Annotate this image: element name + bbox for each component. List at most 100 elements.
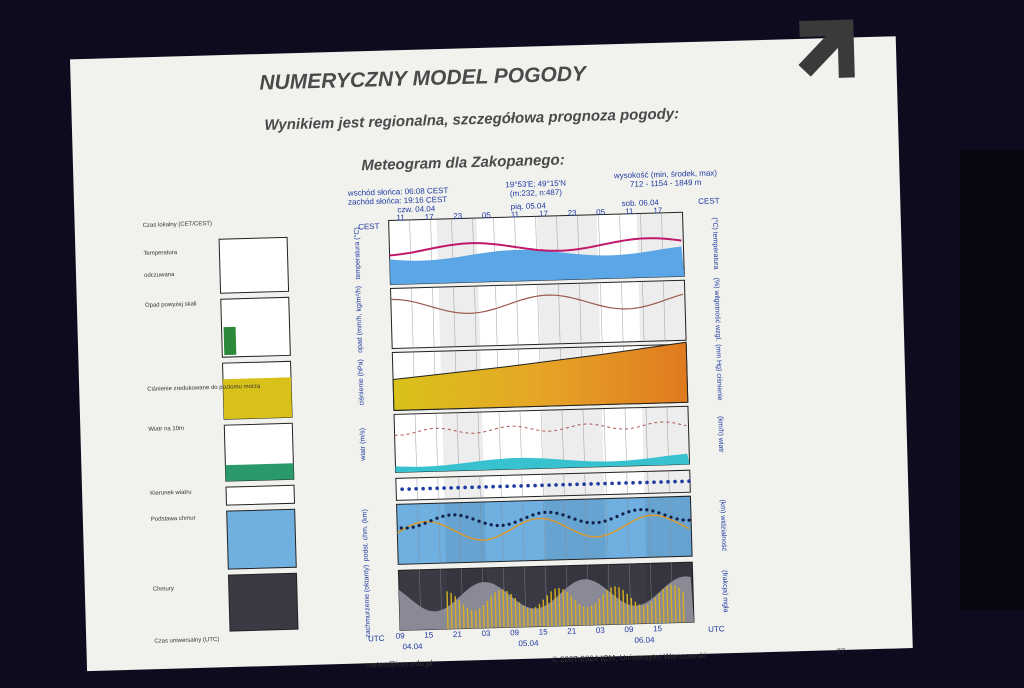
cloud-base (669, 515, 673, 519)
fog (470, 609, 473, 629)
hour-top: 11 (396, 213, 405, 222)
fog (582, 606, 585, 626)
fog (674, 585, 677, 623)
fog (486, 600, 489, 628)
right-axis-label: (frakcja) mgła (721, 570, 729, 613)
hour-bottom: 15 (653, 624, 663, 633)
grid (516, 284, 519, 345)
wind-dir (547, 483, 551, 487)
grid (585, 499, 588, 560)
left-axis-label: opad (mm/h, kg/m²/h) (355, 286, 364, 353)
cloud-base (471, 517, 475, 521)
right-axis-label: (km/h) wiatr (716, 416, 724, 453)
fog (646, 604, 649, 624)
grid (600, 282, 603, 343)
fog (446, 591, 449, 630)
right-axis-label: (%) wilgotność wzgl. (713, 278, 722, 342)
cloud-base (513, 520, 517, 524)
cloud-base (477, 519, 481, 523)
fog (450, 592, 453, 629)
wind-dir (589, 482, 593, 486)
hour-top: 05 (482, 211, 492, 220)
fog (622, 589, 625, 625)
wind-dir (512, 484, 516, 488)
grid (501, 501, 504, 562)
wind-dir (407, 487, 411, 491)
hour-top: 05 (596, 208, 606, 217)
cloud-base (405, 526, 409, 530)
grid (603, 408, 606, 467)
fog (662, 589, 665, 623)
day-label: pią. 05.04 (511, 201, 547, 211)
temperature-area (389, 246, 685, 285)
heading: Meteogram dla Zakopanego: (361, 152, 565, 175)
hour-top: 17 (653, 206, 663, 215)
cloud-base (495, 523, 499, 528)
fog (670, 584, 673, 623)
hour-top: 23 (568, 208, 578, 217)
hour-top: 17 (425, 212, 435, 221)
wind-dir (687, 479, 691, 484)
cloud-base (537, 511, 541, 515)
sunrise: wschód słońca: 06:08 CEST (347, 186, 449, 198)
cloud-base (621, 512, 625, 516)
cloud-base (441, 514, 445, 518)
grid (606, 498, 609, 559)
grid (627, 497, 630, 558)
hour-bottom: 03 (596, 626, 606, 635)
wind-dir (400, 487, 404, 492)
fog (502, 589, 505, 628)
right-axis-label: (°C) temperatura (711, 217, 720, 270)
cloud-base (519, 518, 523, 522)
grid (453, 286, 456, 347)
night-band (641, 406, 690, 466)
cloud-base (687, 518, 691, 522)
wind-dir (421, 486, 425, 491)
wind-dir (582, 482, 586, 486)
wind-dir (477, 485, 481, 489)
cloud-base (489, 523, 493, 527)
grid (663, 280, 666, 341)
fog (574, 600, 577, 626)
night-band (438, 286, 481, 348)
hour-bottom: 15 (424, 631, 434, 640)
cloud-base (501, 523, 505, 527)
pressure-area (392, 341, 689, 411)
legend-label: Czas uniwersalny (UTC) (154, 637, 219, 645)
grid (642, 281, 645, 342)
grid (621, 282, 624, 343)
left-axis-label: temperatura (°C) (353, 227, 362, 279)
fog (598, 598, 601, 625)
grid (432, 287, 435, 348)
cloud-base (459, 513, 463, 518)
cloud-base (585, 520, 589, 525)
fog (542, 599, 545, 627)
cloud-base (651, 509, 655, 513)
cloud-base (603, 519, 607, 523)
mini-wind (225, 463, 294, 482)
timezone-top: CEST (358, 222, 380, 232)
date-bottom: 05.04 (518, 639, 539, 649)
slide: NUMERYCZNY MODEL POGODY Wynikiem jest re… (70, 19, 913, 672)
legend-label: Czas lokalny (CET/CEST) (143, 221, 212, 229)
legend-label: Opad powyżej skali (145, 301, 197, 308)
mini-press (222, 377, 293, 420)
grid (564, 499, 567, 560)
fog (638, 604, 641, 624)
wind-dir (449, 486, 453, 490)
fog (658, 593, 661, 624)
grid (495, 285, 498, 346)
grid (558, 283, 561, 344)
fog (558, 587, 561, 626)
mini-precip (223, 326, 237, 356)
grid (579, 283, 582, 344)
mini-panel (225, 484, 295, 506)
fog (506, 590, 509, 628)
wind-dir (470, 485, 474, 490)
grid (480, 502, 483, 563)
wind-dir (659, 480, 663, 484)
wind-dir (519, 484, 523, 488)
cloud-base (531, 513, 535, 517)
cloud-base (465, 515, 469, 519)
